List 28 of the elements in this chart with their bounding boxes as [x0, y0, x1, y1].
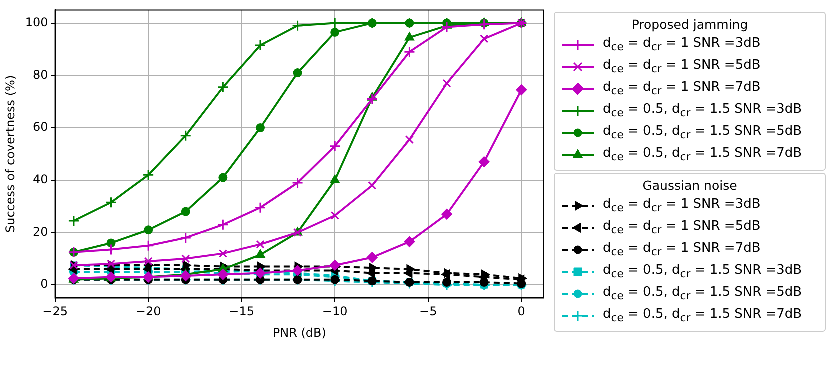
legend-label: d$_{ce}$ = 0.5, d$_{cr}$ = 1.5 SNR =5dB	[603, 285, 802, 303]
x-tick-label: −5	[420, 304, 438, 319]
legend-label: d$_{ce}$ = 0.5, d$_{cr}$ = 1.5 SNR =7dB	[603, 146, 802, 164]
legend-label: d$_{ce}$ = d$_{cr}$ = 1 SNR =5dB	[603, 219, 761, 237]
legend-label: d$_{ce}$ = d$_{cr}$ = 1 SNR =7dB	[603, 241, 761, 259]
y-tick-label: 0	[40, 277, 48, 292]
x-tick-label: −20	[136, 304, 162, 319]
legend-label: d$_{ce}$ = d$_{cr}$ = 1 SNR =3dB	[603, 36, 761, 54]
y-axis-title: Success of covertness (%)	[3, 75, 18, 234]
legend-label: d$_{ce}$ = 0.5, d$_{cr}$ = 1.5 SNR =7dB	[603, 307, 802, 325]
x-tick-label: −25	[42, 304, 68, 319]
legend-label: d$_{ce}$ = d$_{cr}$ = 1 SNR =3dB	[603, 197, 761, 215]
x-axis-title: PNR (dB)	[272, 326, 326, 340]
y-tick-label: 20	[33, 224, 48, 239]
legend-label: d$_{ce}$ = 0.5, d$_{cr}$ = 1.5 SNR =3dB	[603, 263, 802, 281]
legend-label: d$_{ce}$ = d$_{cr}$ = 1 SNR =7dB	[603, 80, 761, 98]
text: Gaussian noise	[642, 178, 738, 193]
x-tick-label: 0	[518, 304, 526, 319]
legend-label: d$_{ce}$ = 0.5, d$_{cr}$ = 1.5 SNR =5dB	[603, 124, 802, 142]
legend-label: d$_{ce}$ = 0.5, d$_{cr}$ = 1.5 SNR =3dB	[603, 102, 802, 120]
y-tick-label: 40	[33, 172, 48, 187]
x-tick-label: −15	[229, 304, 254, 319]
legend-title: Proposed jamming	[630, 17, 750, 32]
y-tick-label: 80	[33, 68, 48, 82]
x-tick-label: −10	[322, 304, 348, 319]
y-tick-label: 100	[25, 15, 48, 30]
legend-label: d$_{ce}$ = d$_{cr}$ = 1 SNR =5dB	[603, 58, 761, 76]
y-tick-label: 60	[33, 120, 48, 134]
